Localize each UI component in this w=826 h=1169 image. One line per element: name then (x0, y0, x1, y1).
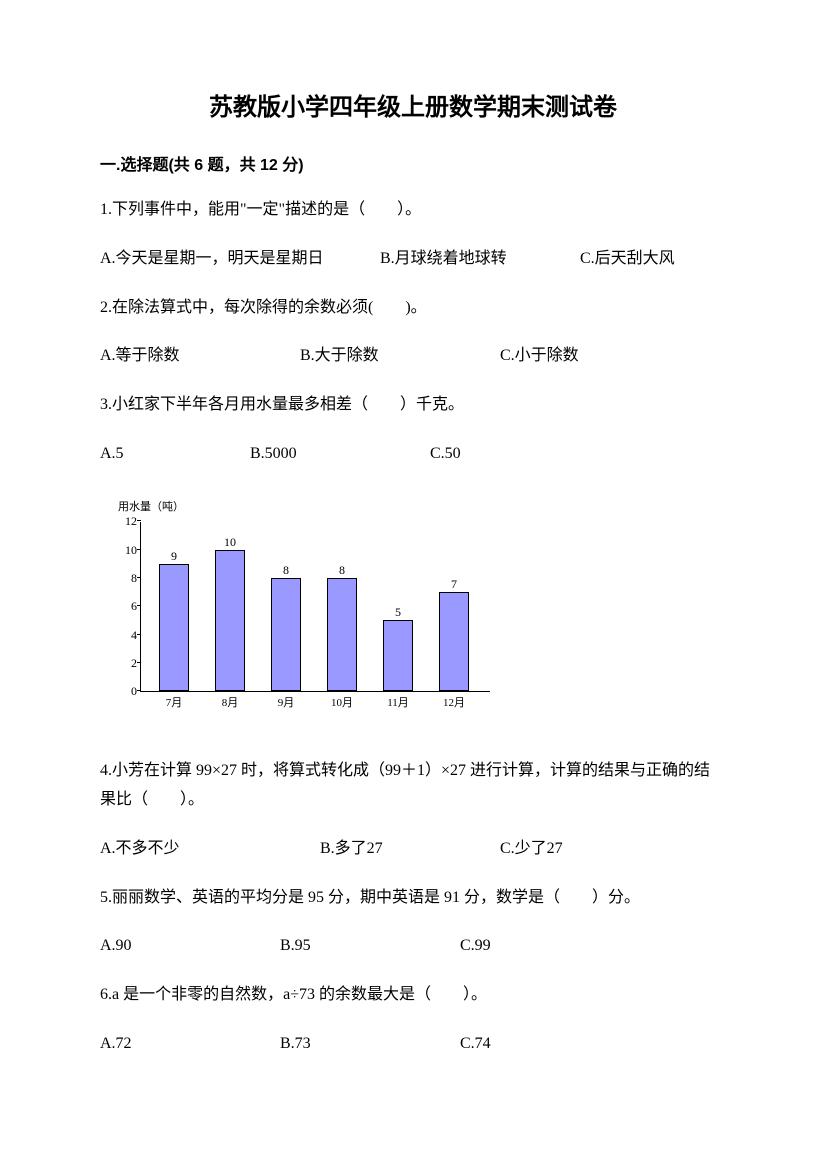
q6-opt-c: C.74 (460, 1030, 491, 1059)
question-4: 4.小芳在计算 99×27 时，将算式转化成（99＋1）×27 进行计算，计算的… (100, 757, 726, 815)
q5-opt-c: C.99 (460, 932, 491, 961)
chart-bar-value: 9 (171, 547, 177, 565)
q3-opt-c: C.50 (430, 440, 461, 469)
question-4-options: A.不多不少 B.多了27 C.少了27 (100, 835, 726, 864)
q4-opt-c: C.少了27 (500, 835, 563, 864)
chart-x-label: 7月 (166, 695, 183, 712)
q3-opt-a: A.5 (100, 440, 250, 469)
chart-bar: 10 (215, 550, 245, 692)
chart-bar-value: 8 (283, 561, 289, 579)
q6-opt-a: A.72 (100, 1030, 280, 1059)
question-2-options: A.等于除数 B.大于除数 C.小于除数 (100, 342, 726, 371)
question-1-options: A.今天是星期一，明天是星期日 B.月球绕着地球转 C.后天刮大风 (100, 245, 726, 274)
question-6-options: A.72 B.73 C.74 (100, 1030, 726, 1059)
chart-y-tick: 12 (121, 512, 137, 530)
chart-bar: 9 (159, 564, 189, 692)
q2-opt-a: A.等于除数 (100, 342, 300, 371)
chart-x-label: 9月 (278, 695, 295, 712)
q4-opt-b: B.多了27 (320, 835, 500, 864)
q2-opt-c: C.小于除数 (500, 342, 579, 371)
q5-opt-b: B.95 (280, 932, 460, 961)
chart-bar-value: 8 (339, 561, 345, 579)
water-usage-chart: 用水量（吨） 02468101297月108月89月810月511月712月 (100, 499, 726, 718)
question-1: 1.下列事件中，能用"一定"描述的是（ ）。 (100, 196, 726, 225)
chart-y-tick: 8 (121, 569, 137, 587)
q1-opt-c: C.后天刮大风 (580, 245, 675, 274)
question-3: 3.小红家下半年各月用水量最多相差（ ）千克。 (100, 391, 726, 420)
chart-bar-value: 5 (395, 603, 401, 621)
q3-opt-b: B.5000 (250, 440, 430, 469)
chart-y-axis-label: 用水量（吨） (118, 499, 726, 516)
q1-opt-a: A.今天是星期一，明天是星期日 (100, 245, 380, 274)
question-6: 6.a 是一个非零的自然数，a÷73 的余数最大是（ ）。 (100, 981, 726, 1010)
chart-x-label: 10月 (331, 695, 353, 712)
chart-y-tick: 4 (121, 626, 137, 644)
chart-y-tick: 2 (121, 654, 137, 672)
chart-plot-area: 02468101297月108月89月810月511月712月 (140, 522, 490, 692)
chart-x-label: 11月 (387, 695, 409, 712)
q2-opt-b: B.大于除数 (300, 342, 500, 371)
chart-bar: 8 (327, 578, 357, 691)
chart-bar: 7 (439, 592, 469, 691)
q6-opt-b: B.73 (280, 1030, 460, 1059)
chart-bar-value: 7 (451, 575, 457, 593)
question-2: 2.在除法算式中，每次除得的余数必须( )。 (100, 294, 726, 323)
chart-bar: 8 (271, 578, 301, 691)
chart-x-label: 8月 (222, 695, 239, 712)
chart-y-tick: 6 (121, 597, 137, 615)
chart-bar: 5 (383, 620, 413, 691)
question-5-options: A.90 B.95 C.99 (100, 932, 726, 961)
question-5: 5.丽丽数学、英语的平均分是 95 分，期中英语是 91 分，数学是（ ）分。 (100, 884, 726, 913)
page-title: 苏教版小学四年级上册数学期末测试卷 (100, 90, 726, 126)
section-header: 一.选择题(共 6 题，共 12 分) (100, 154, 726, 178)
chart-y-tick: 0 (121, 682, 137, 700)
chart-bar-value: 10 (224, 533, 236, 551)
q4-opt-a: A.不多不少 (100, 835, 320, 864)
question-3-options: A.5 B.5000 C.50 (100, 440, 726, 469)
q5-opt-a: A.90 (100, 932, 280, 961)
chart-y-tick: 10 (121, 541, 137, 559)
q1-opt-b: B.月球绕着地球转 (380, 245, 580, 274)
chart-x-label: 12月 (443, 695, 465, 712)
